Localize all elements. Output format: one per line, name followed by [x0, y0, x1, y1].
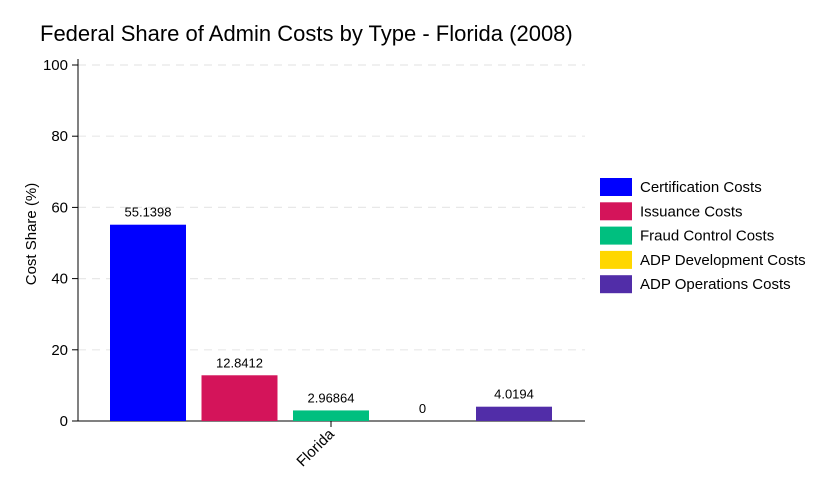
data-label-adp-development-costs: 0	[419, 401, 426, 416]
legend-swatch-adp-development-costs	[600, 250, 632, 269]
y-axis-label: Cost Share (%)	[23, 183, 40, 286]
chart-title: Federal Share of Admin Costs by Type - F…	[40, 21, 573, 46]
legend: Certification Costs Issuance Costs Fraud C…	[600, 178, 806, 294]
data-label-issuance-costs: 12.8412	[216, 355, 263, 370]
y-tick-label-40: 40	[51, 271, 68, 288]
data-labels: 55.1398 12.8412 2.96864 0 4.0194	[125, 205, 534, 416]
legend-label-adp-development-costs: ADP Development Costs	[640, 252, 806, 269]
bar-certification-costs	[110, 224, 186, 421]
y-tick-label-60: 60	[51, 199, 68, 216]
y-tick-label-20: 20	[51, 342, 68, 359]
legend-swatch-issuance-costs	[600, 202, 632, 221]
legend-label-issuance-costs: Issuance Costs	[640, 203, 743, 220]
bar-adp-operations-costs	[476, 406, 552, 421]
legend-label-adp-operations-costs: ADP Operations Costs	[640, 276, 791, 293]
y-tick-label-80: 80	[51, 128, 68, 145]
bar-issuance-costs	[201, 375, 278, 421]
legend-swatch-certification-costs	[600, 178, 632, 196]
bar-fraud-control-costs	[293, 410, 369, 421]
y-tick-label-100: 100	[43, 57, 68, 74]
y-tick-label-0: 0	[60, 413, 68, 430]
data-label-adp-operations-costs: 4.0194	[494, 387, 534, 402]
legend-swatch-adp-operations-costs	[600, 275, 632, 294]
legend-label-certification-costs: Certification Costs	[640, 179, 762, 196]
legend-label-fraud-control-costs: Fraud Control Costs	[640, 228, 774, 245]
x-tick-label-florida: Florida	[293, 425, 338, 470]
data-label-fraud-control-costs: 2.96864	[308, 390, 355, 405]
data-label-certification-costs: 55.1398	[125, 205, 172, 220]
legend-swatch-fraud-control-costs	[600, 226, 632, 245]
bars	[110, 224, 552, 421]
